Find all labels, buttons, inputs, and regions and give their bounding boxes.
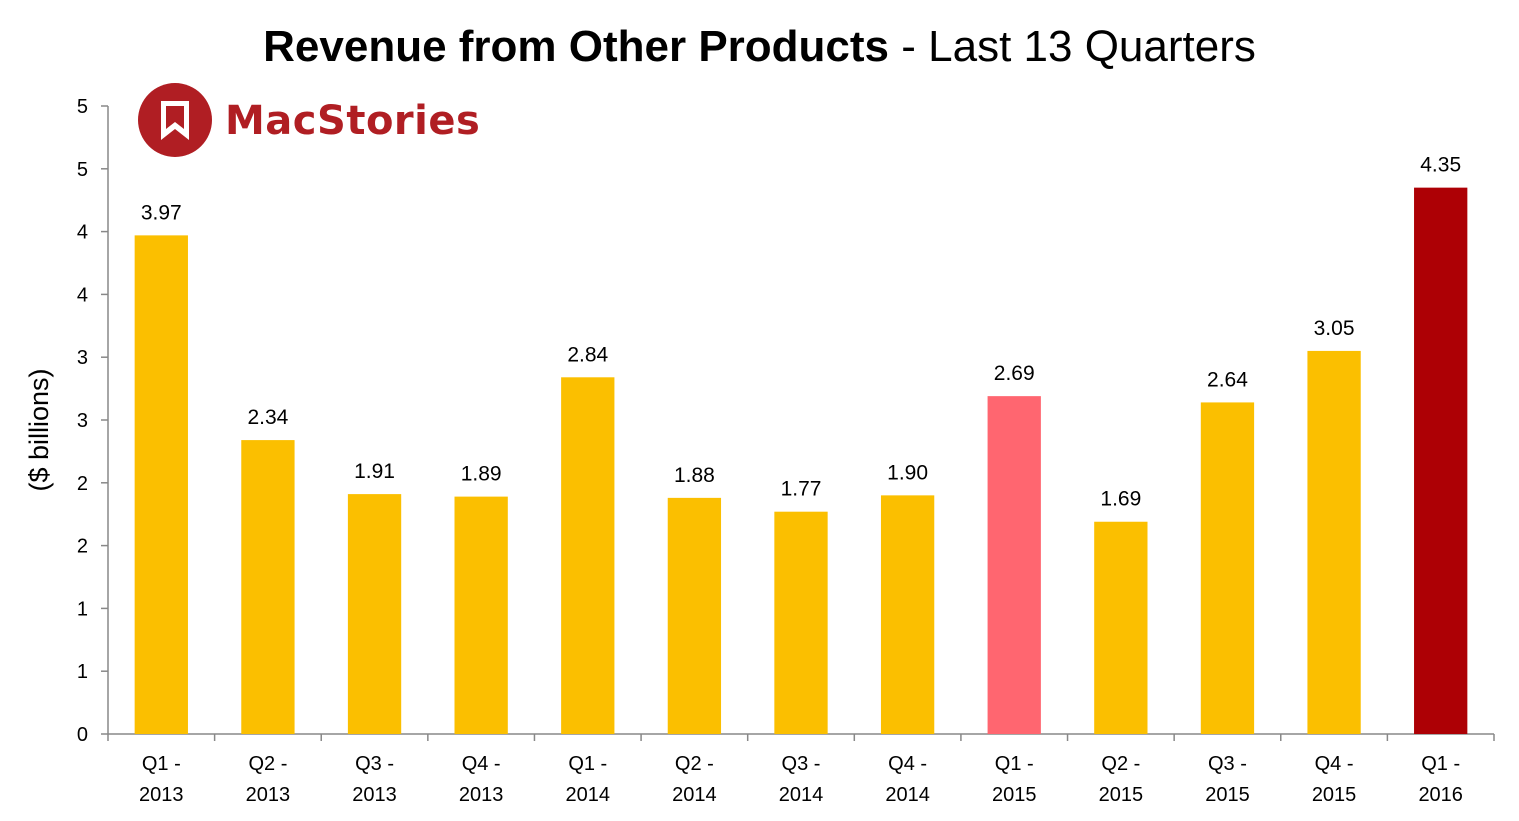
bar bbox=[454, 496, 508, 734]
x-tick-label-year: 2013 bbox=[246, 784, 291, 806]
data-label: 2.64 bbox=[1207, 368, 1248, 391]
y-tick-label: 0 bbox=[77, 724, 88, 746]
data-label: 2.34 bbox=[247, 406, 288, 429]
x-tick-label-year: 2013 bbox=[459, 784, 504, 806]
data-label: 1.89 bbox=[461, 463, 502, 486]
bookmark-icon bbox=[138, 83, 212, 157]
y-tick-label: 4 bbox=[77, 284, 88, 306]
bar bbox=[1414, 187, 1468, 734]
data-label: 3.05 bbox=[1314, 317, 1355, 340]
x-tick-label-year: 2015 bbox=[1205, 784, 1250, 806]
x-tick-label-year: 2014 bbox=[672, 784, 717, 806]
bars bbox=[134, 187, 1468, 735]
y-tick-label: 3 bbox=[77, 410, 88, 432]
y-axis: 0 1 1 2 2 3 3 4 4 5 5 bbox=[77, 96, 109, 746]
x-tick-label-quarter: Q1 - bbox=[142, 753, 181, 775]
x-axis: Q1 - 2013 Q2 - 2013 Q3 - 2013 Q4 - 2013 Q1 - 2014… bbox=[107, 733, 1495, 806]
bar bbox=[347, 494, 402, 734]
data-label: 2.69 bbox=[994, 362, 1035, 385]
x-tick-label-quarter: Q4 - bbox=[888, 753, 927, 775]
x-tick-label-quarter: Q3 - bbox=[1208, 753, 1247, 775]
y-tick-label: 2 bbox=[77, 536, 88, 558]
x-tick-label-quarter: Q2 - bbox=[1101, 753, 1140, 775]
x-tick-label-quarter: Q4 - bbox=[1315, 753, 1354, 775]
macstories-logo: MacStories bbox=[137, 82, 480, 162]
bar bbox=[1307, 350, 1361, 734]
data-label: 1.77 bbox=[781, 478, 822, 501]
y-tick-label: 4 bbox=[77, 222, 88, 244]
bar bbox=[667, 497, 722, 734]
y-tick-label: 5 bbox=[77, 96, 88, 118]
x-tick-label-year: 2014 bbox=[779, 784, 824, 806]
bar bbox=[1094, 521, 1148, 734]
bar bbox=[241, 440, 295, 734]
data-label: 3.97 bbox=[141, 201, 182, 224]
x-tick-label-year: 2014 bbox=[885, 784, 930, 806]
data-label: 1.91 bbox=[354, 460, 395, 483]
x-tick-label-quarter: Q1 - bbox=[1421, 753, 1460, 775]
data-label: 4.35 bbox=[1420, 154, 1461, 177]
data-labels: 3.97 2.34 1.91 1.89 2.84 1.88 1.77 1.90 2.69 1.69… bbox=[141, 154, 1461, 511]
bar bbox=[1200, 402, 1255, 734]
data-label: 1.69 bbox=[1100, 488, 1141, 511]
data-label: 2.84 bbox=[567, 343, 608, 366]
x-tick-label-year: 2016 bbox=[1418, 784, 1463, 806]
x-tick-label-year: 2015 bbox=[1312, 784, 1357, 806]
x-tick-label-quarter: Q1 - bbox=[568, 753, 607, 775]
bar bbox=[561, 377, 615, 734]
bar bbox=[134, 235, 188, 735]
x-tick-label-quarter: Q3 - bbox=[355, 753, 394, 775]
bar bbox=[987, 396, 1041, 734]
data-label: 1.88 bbox=[674, 464, 715, 487]
x-tick-label-year: 2014 bbox=[566, 784, 611, 806]
x-tick-label-year: 2015 bbox=[992, 784, 1037, 806]
x-tick-label-quarter: Q1 - bbox=[995, 753, 1034, 775]
x-tick-label-year: 2013 bbox=[139, 784, 184, 806]
y-tick-label: 2 bbox=[77, 473, 88, 495]
bar bbox=[774, 511, 828, 734]
logo-text: MacStories bbox=[225, 98, 481, 144]
chart-title-rest: - Last 13 Quarters bbox=[889, 22, 1256, 71]
x-tick-label-year: 2015 bbox=[1099, 784, 1144, 806]
y-axis-label: ($ billions) bbox=[24, 368, 54, 491]
x-tick-label-quarter: Q4 - bbox=[462, 753, 501, 775]
bar bbox=[880, 495, 935, 734]
y-tick-label: 3 bbox=[77, 347, 88, 369]
x-tick-label-quarter: Q2 - bbox=[675, 753, 714, 775]
y-tick-label: 1 bbox=[77, 661, 88, 683]
y-tick-label: 5 bbox=[77, 159, 88, 181]
chart-title: Revenue from Other Products - Last 13 Qu… bbox=[0, 22, 1519, 72]
x-tick-label-quarter: Q3 - bbox=[782, 753, 821, 775]
data-label: 1.90 bbox=[887, 461, 928, 484]
x-tick-label-year: 2013 bbox=[352, 784, 397, 806]
y-tick-label: 1 bbox=[77, 598, 88, 620]
x-tick-label-quarter: Q2 - bbox=[248, 753, 287, 775]
chart-title-bold: Revenue from Other Products bbox=[263, 22, 890, 71]
